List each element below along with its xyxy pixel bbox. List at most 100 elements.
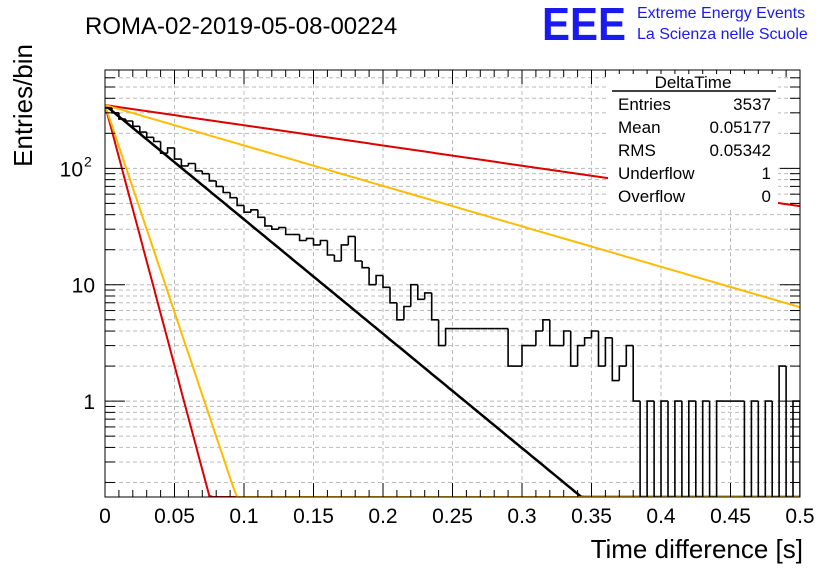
stats-label: Underflow	[618, 164, 695, 183]
histogram-bin	[326, 240, 335, 256]
logo-line-2: La Scienza nelle Scuole	[637, 26, 808, 43]
histogram-bin	[437, 319, 446, 347]
histogram-bin	[312, 238, 321, 246]
histogram-bin	[187, 162, 196, 166]
histogram-bin	[646, 400, 655, 497]
histogram-bin	[417, 284, 425, 301]
x-tick-label: 0	[99, 505, 111, 528]
x-tick-label: 0.5	[785, 505, 814, 528]
exponential-curve-orange	[105, 104, 800, 497]
histogram-bin	[236, 197, 244, 207]
histogram-bin	[222, 186, 231, 194]
histogram-bin	[569, 331, 578, 367]
histogram-bin	[576, 344, 585, 367]
histogram-bin	[257, 209, 265, 219]
histogram-bin	[410, 283, 418, 307]
histogram-bin	[319, 239, 328, 245]
histogram-bin	[507, 328, 515, 367]
x-tick-label: 0.1	[229, 505, 258, 528]
histogram-bin	[764, 400, 773, 497]
y-tick-exponent: 2	[84, 153, 92, 169]
histogram-bin	[604, 337, 613, 367]
stats-title: DeltaTime	[655, 73, 732, 92]
histogram-bin	[139, 126, 147, 133]
histogram-bin	[708, 401, 717, 497]
histogram-bin	[625, 344, 634, 367]
stats-label: Entries	[618, 95, 671, 114]
histogram-bin	[743, 401, 752, 497]
histogram-bin	[549, 319, 557, 347]
histogram-bin	[333, 255, 342, 262]
histogram-bin	[208, 173, 217, 182]
histogram-bin	[611, 337, 620, 382]
histogram-bin	[785, 366, 793, 497]
histogram-bin	[284, 227, 293, 236]
histogram-bin	[799, 401, 800, 497]
histogram-bin	[757, 401, 766, 497]
histogram-bin	[278, 226, 286, 230]
histogram-bin	[194, 163, 203, 172]
y-tick-label: 10	[72, 275, 95, 298]
histogram-bin	[361, 261, 370, 269]
histogram-bin	[250, 209, 258, 213]
axis-ticks: 0 0.05 0.1 0.15 0.2 0.25 0.3 0.35 0.4 0.45 0.51101…	[60, 69, 815, 528]
histogram-bin	[201, 170, 210, 175]
histogram-bin	[403, 305, 411, 320]
histogram-bin	[389, 287, 397, 304]
logo-line-1: Extreme Energy Events	[637, 5, 805, 22]
stats-label: Overflow	[618, 187, 686, 206]
histogram-bin	[215, 180, 224, 188]
histogram-bin	[771, 401, 780, 497]
histogram-bin	[375, 274, 383, 285]
histogram-bin	[653, 401, 661, 497]
chart-title: ROMA-02-2019-05-08-00224	[85, 13, 397, 40]
stats-value: 3537	[733, 95, 771, 114]
x-tick-label: 0.25	[432, 505, 473, 528]
histogram-bin	[562, 330, 571, 346]
histogram-bin	[298, 234, 307, 242]
histogram-bin	[159, 141, 168, 154]
histogram-bin	[347, 235, 356, 245]
histogram-bin	[132, 121, 140, 128]
histogram-bin	[583, 337, 592, 346]
x-tick-label: 0.3	[507, 505, 536, 528]
histogram-bin	[688, 400, 696, 497]
histogram-bin	[396, 302, 404, 321]
histogram-bin	[778, 365, 787, 497]
histogram-bin	[125, 119, 133, 122]
histogram-bin	[681, 401, 689, 497]
histogram-bin	[423, 292, 432, 300]
histogram-bin	[701, 400, 710, 497]
histogram-bin	[173, 147, 182, 160]
histogram-bin	[340, 244, 349, 261]
histogram-bin	[152, 137, 161, 143]
x-axis-label: Time difference [s]	[591, 534, 803, 564]
histogram-bin	[118, 112, 126, 120]
histogram-bin	[660, 400, 668, 497]
histogram-bin	[444, 327, 453, 346]
eee-logo: EEE Extreme Energy Events La Scienza nel…	[542, 0, 808, 50]
histogram-bin	[382, 275, 390, 289]
histogram-bin	[618, 365, 627, 381]
histogram-bin	[535, 330, 543, 346]
histogram-bin	[590, 330, 599, 338]
y-tick-label: 10	[60, 158, 83, 181]
x-tick-label: 0.05	[154, 505, 195, 528]
stats-box: DeltaTime Entries 3537 Mean 0.05177 RMS 0.053…	[608, 73, 778, 210]
stats-label: Mean	[618, 118, 661, 137]
y-axis-label: Entries/bin	[8, 44, 38, 167]
histogram-bin	[715, 400, 724, 497]
stats-value: 0.05177	[710, 118, 771, 137]
plot-area	[105, 104, 800, 497]
histogram-bin	[180, 159, 189, 167]
stats-label: RMS	[618, 141, 656, 160]
histogram-bin	[264, 217, 272, 227]
histogram-bin	[354, 236, 363, 262]
histogram-bin	[750, 400, 759, 497]
stats-value: 0	[762, 187, 771, 206]
y-tick-label: 1	[83, 391, 95, 414]
histogram-bin	[271, 225, 279, 230]
histogram-bin	[667, 401, 675, 497]
histogram-bin	[145, 132, 154, 139]
